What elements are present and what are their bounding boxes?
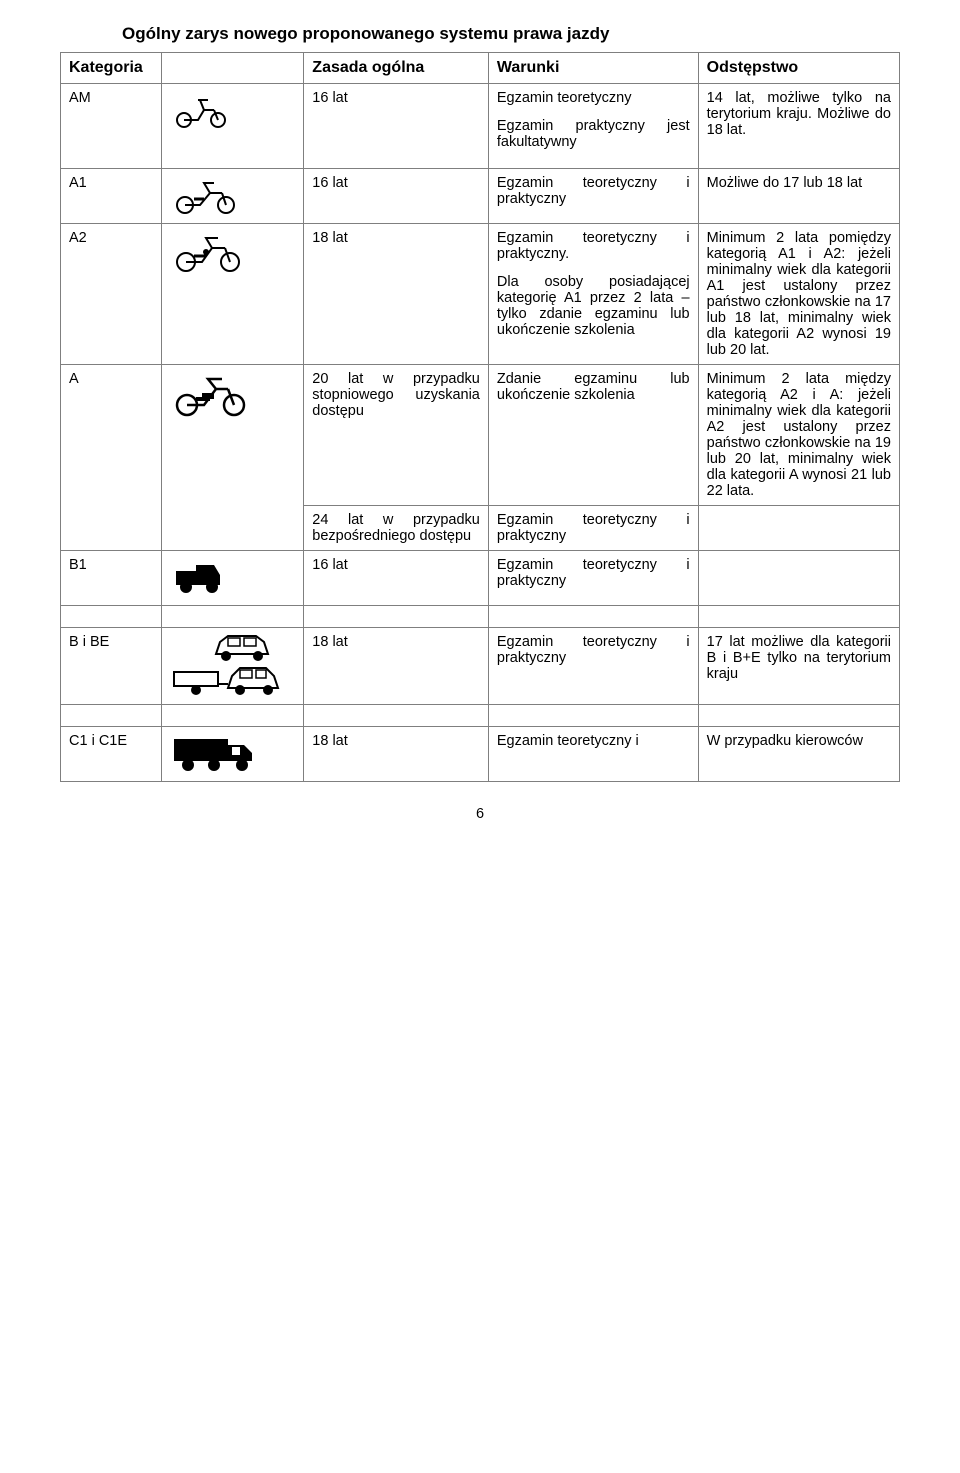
cell-icon bbox=[161, 551, 304, 606]
cell-conditions: Egzamin teoretycznyEgzamin praktyczny je… bbox=[488, 84, 698, 169]
cell-rule: 16 lat bbox=[304, 169, 489, 224]
cell-category: B i BE bbox=[61, 628, 162, 705]
table-row: B1 16 lat Egzamin teoretyczny i praktycz… bbox=[61, 551, 900, 606]
light-motorcycle-icon bbox=[170, 175, 244, 217]
table-row: A 20 lat w przypadku stopniowego uzyskan… bbox=[61, 365, 900, 506]
page: Ogólny zarys nowego proponowanego system… bbox=[0, 0, 960, 842]
table-header-row: Kategoria Zasada ogólna Warunki Odstępst… bbox=[61, 53, 900, 84]
table-spacer-row bbox=[61, 705, 900, 727]
page-title: Ogólny zarys nowego proponowanego system… bbox=[122, 24, 900, 44]
cell-icon bbox=[161, 84, 304, 169]
header-rule: Zasada ogólna bbox=[304, 53, 489, 84]
page-number: 6 bbox=[60, 806, 900, 822]
table-row: A2 18 lat Egzamin teoretyczny i praktycz… bbox=[61, 224, 900, 365]
cell-rule: 18 lat bbox=[304, 628, 489, 705]
cell-exception: 14 lat, możliwe tylko na terytorium kraj… bbox=[698, 84, 899, 169]
cell-category: B1 bbox=[61, 551, 162, 606]
cell-rule: 18 lat bbox=[304, 727, 489, 782]
cell-exception: 17 lat możliwe dla kategorii B i B+E tyl… bbox=[698, 628, 899, 705]
cell-category: A2 bbox=[61, 224, 162, 365]
cell-exception: Minimum 2 lata pomiędzy kategorią A1 i A… bbox=[698, 224, 899, 365]
header-icon bbox=[161, 53, 304, 84]
cell-conditions: Egzamin teoretyczny i praktyczny.Dla oso… bbox=[488, 224, 698, 365]
cell-category: A bbox=[61, 365, 162, 551]
cell-conditions: Egzamin teoretyczny i praktyczny bbox=[488, 628, 698, 705]
table-row: C1 i C1E 18 lat Egzamin teoretyczny i W … bbox=[61, 727, 900, 782]
cell-exception bbox=[698, 551, 899, 606]
header-category: Kategoria bbox=[61, 53, 162, 84]
heavy-motorcycle-icon bbox=[170, 371, 254, 419]
quadricycle-icon bbox=[170, 557, 230, 599]
cell-exception bbox=[698, 506, 899, 551]
header-conditions: Warunki bbox=[488, 53, 698, 84]
cell-rule: 18 lat bbox=[304, 224, 489, 365]
header-exception: Odstępstwo bbox=[698, 53, 899, 84]
cell-conditions: Zdanie egzaminu lub ukończenie szkolenia bbox=[488, 365, 698, 506]
cell-exception: W przypadku kierowców bbox=[698, 727, 899, 782]
cell-conditions: Egzamin teoretyczny i praktyczny bbox=[488, 506, 698, 551]
cell-icon bbox=[161, 628, 304, 705]
moped-icon bbox=[170, 90, 234, 130]
motorcycle-icon bbox=[170, 230, 248, 274]
cell-rule: 20 lat w przypadku stopniowego uzyskania… bbox=[304, 365, 489, 506]
table-row: AM 16 lat Egzamin teoretycznyEgzamin pra… bbox=[61, 84, 900, 169]
cell-icon bbox=[161, 224, 304, 365]
cell-icon bbox=[161, 727, 304, 782]
cell-category: A1 bbox=[61, 169, 162, 224]
cell-icon bbox=[161, 365, 304, 551]
cell-rule: 16 lat bbox=[304, 551, 489, 606]
cell-conditions: Egzamin teoretyczny i praktyczny bbox=[488, 551, 698, 606]
cell-conditions: Egzamin teoretyczny i praktyczny bbox=[488, 169, 698, 224]
cell-rule: 24 lat w przypadku bezpośredniego dostęp… bbox=[304, 506, 489, 551]
cell-rule: 16 lat bbox=[304, 84, 489, 169]
table-row: B i BE bbox=[61, 628, 900, 705]
table-spacer-row bbox=[61, 606, 900, 628]
licence-table: Kategoria Zasada ogólna Warunki Odstępst… bbox=[60, 52, 900, 782]
cell-category: AM bbox=[61, 84, 162, 169]
small-truck-icon bbox=[170, 733, 266, 775]
cell-exception: Minimum 2 lata między kategorią A2 i A: … bbox=[698, 365, 899, 506]
cell-conditions: Egzamin teoretyczny i bbox=[488, 727, 698, 782]
cell-icon bbox=[161, 169, 304, 224]
cell-exception: Możliwe do 17 lub 18 lat bbox=[698, 169, 899, 224]
cell-category: C1 i C1E bbox=[61, 727, 162, 782]
table-row: A1 16 lat Egzamin teoretyczny i praktycz… bbox=[61, 169, 900, 224]
car-trailer-icon bbox=[170, 634, 288, 698]
